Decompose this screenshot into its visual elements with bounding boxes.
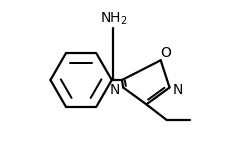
Text: NH$_2$: NH$_2$ <box>100 11 128 27</box>
Text: N: N <box>110 83 120 97</box>
Text: N: N <box>173 83 183 97</box>
Text: O: O <box>160 46 171 60</box>
